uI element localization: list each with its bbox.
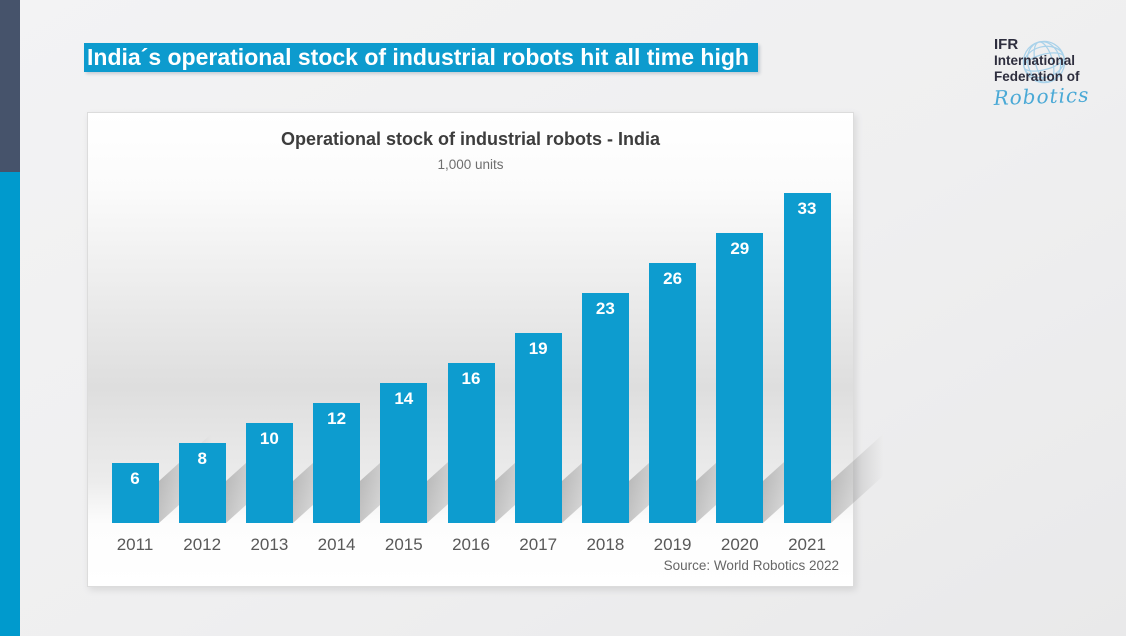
bar-group-2012: 8 [178,423,290,523]
headline-text: India´s operational stock of industrial … [87,44,749,70]
x-axis-label-2013: 2013 [250,535,289,554]
bar-2013: 10 [245,423,293,523]
bar-group-2011: 6 [111,423,223,523]
x-axis-label-2014: 2014 [317,535,356,554]
bar-value-label: 12 [327,409,347,428]
bar-group-2019: 26 [649,263,761,523]
bar-group-2018: 23 [581,293,693,523]
bar-group-2013: 10 [245,423,357,523]
bar-value-label: 16 [461,369,481,388]
bar-2018: 23 [581,293,629,523]
x-axis-label-2021: 2021 [788,535,826,554]
bar-value-label: 14 [394,389,414,408]
x-axis-label-2015: 2015 [384,535,423,554]
x-axis-label-2017: 2017 [519,535,558,554]
bar-group-2014: 12 [313,403,425,523]
x-axis-label-2020: 2020 [720,535,759,554]
bar-2015: 14 [380,383,428,523]
bar-chart-plot-area: 6 2011 8 2012 10 2013 12 2014 14 2015 16 2016 19 2017… [88,113,895,586]
bar-group-2020: 29 [716,233,828,523]
bar-2019: 26 [649,263,697,523]
bar-2014: 12 [313,403,361,523]
bar-2012: 8 [178,443,226,523]
x-axis-label-2011: 2011 [116,535,154,554]
logo-line-international: International [994,53,1076,68]
bar-value-label: 8 [197,449,207,468]
bar-2016: 16 [447,363,495,523]
x-axis-label-2016: 2016 [452,535,490,554]
bar-group-2015: 14 [380,383,492,523]
x-axis-label-2019: 2019 [653,535,692,554]
x-axis-label-2012: 2012 [183,535,222,554]
headline-banner: India´s operational stock of industrial … [84,43,758,72]
bar-value-label: 33 [797,199,817,218]
bar-cast-shadow [830,423,895,523]
chart-card: Operational stock of industrial robots -… [87,112,895,587]
bar-value-label: 19 [528,339,548,358]
bar-value-label: 29 [730,239,750,258]
source-note: Source: World Robotics 2022 [663,558,839,573]
bar-group-2021: 33 [783,193,895,523]
bar-2021: 33 [783,193,831,523]
logo-line-federation: Federation of [994,69,1080,84]
globe-icon [1022,40,1066,84]
logo-acronym: IFR [994,36,1019,53]
bar-value-label: 26 [663,269,683,288]
bar-2017: 19 [514,333,562,523]
x-axis-label-2018: 2018 [586,535,625,554]
bar-value-label: 10 [259,429,279,448]
bar-value-label: 23 [595,299,615,318]
bar-group-2016: 16 [447,363,559,523]
chart-units-label: 1,000 units [437,157,504,172]
bar-group-2017: 19 [514,333,626,523]
bar-2011: 6 [111,463,159,523]
chart-title: Operational stock of industrial robots -… [280,129,661,149]
bar-value-label: 6 [130,469,140,488]
bar-2020: 29 [716,233,764,523]
left-rail-cyan-segment [0,172,20,636]
logo-robotics-script: Robotics [993,82,1090,110]
left-rail-dark-segment [0,0,20,172]
ifr-logo: IFR International Federation of Robotics [993,36,1122,114]
